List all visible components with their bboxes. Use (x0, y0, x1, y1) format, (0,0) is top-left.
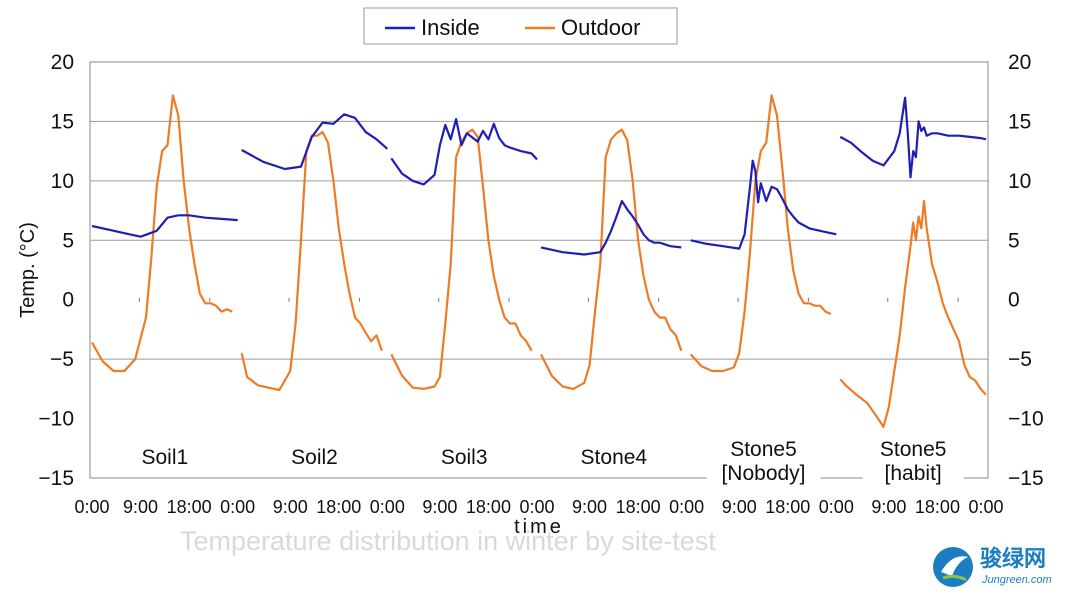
watermark-url: Jungreen.com (981, 574, 1052, 586)
gridlines (90, 120, 988, 360)
legend-box (363, 7, 678, 45)
x-tick-label: 9:00 (572, 497, 607, 517)
inside-series-line-panel-4 (540, 200, 682, 256)
panel-label: Stone4 (581, 446, 648, 469)
y-tick-left: 0 (62, 289, 74, 312)
x-tick-label: 0:00 (220, 497, 255, 517)
panel-label: Soil2 (291, 446, 338, 469)
inside-series-line-panel-1 (91, 214, 238, 238)
panel-label-bg (426, 444, 502, 470)
panel-6: Stone5[habit] (839, 96, 987, 486)
x-tick-label: 9:00 (722, 497, 757, 517)
legend-label-outdoor: Outdoor (561, 15, 641, 40)
outdoor-series-line-panel-6 (839, 200, 987, 428)
panel-label-bg (706, 436, 821, 486)
x-tick-label: 18:00 (915, 497, 960, 517)
x-tick-label: 18:00 (167, 497, 212, 517)
x-tick-label: 0:00 (968, 497, 1003, 517)
y-tick-right: 5 (1008, 229, 1020, 252)
outdoor-series-line-panel-5 (689, 94, 832, 373)
y-tick-right: −15 (1008, 467, 1044, 490)
y-tick-right: 20 (1008, 51, 1031, 74)
y-tick-right: 15 (1008, 110, 1031, 133)
inside-series-line-panel-6 (839, 96, 987, 179)
panel-3: Soil3 (390, 117, 538, 470)
y-axis-left: 20 15 10 5 0 −5 −10 −15 (38, 51, 74, 490)
panel-5: Stone5[Nobody] (689, 94, 837, 486)
figure-caption: Temperature distribution in winter by si… (180, 526, 716, 556)
panel-2: Soil2 (240, 113, 389, 470)
panel-label: [habit] (885, 462, 942, 485)
inside-series-line-panel-2 (241, 113, 389, 171)
panel-label: Soil3 (441, 446, 488, 469)
y-tick-left: −15 (38, 467, 74, 490)
x-tick-label: 9:00 (422, 497, 457, 517)
watermark-name: 骏绿网 (980, 546, 1046, 571)
leaf-logo-stroke (942, 574, 967, 582)
panel-label-bg (862, 436, 964, 486)
y-tick-left: 10 (51, 170, 74, 193)
y-tick-right: −5 (1008, 348, 1032, 371)
outdoor-series-line-panel-3 (390, 128, 533, 390)
inside-series-line-panel-3 (390, 117, 538, 186)
y-axis-title: Temp. (°C) (17, 222, 39, 318)
y-tick-right: −10 (1008, 408, 1044, 431)
x-tick-label: 0:00 (370, 497, 405, 517)
legend: Inside Outdoor (363, 7, 678, 45)
panel-label: [Nobody] (721, 462, 805, 485)
watermark: 骏绿网 Jungreen.com (933, 546, 1052, 587)
y-tick-left: −10 (38, 408, 74, 431)
legend-label-inside: Inside (421, 15, 480, 40)
x-tick-label: 0:00 (669, 497, 704, 517)
y-axis-right: 20 15 10 5 0 −5 −10 −15 (1008, 51, 1044, 490)
y-tick-left: 5 (62, 229, 74, 252)
outdoor-series-line-panel-2 (240, 131, 383, 392)
panel-4: Stone4 (540, 128, 683, 470)
y-tick-left: 15 (51, 110, 74, 133)
panel-1: Soil1 (91, 94, 238, 470)
x-tick-label: 18:00 (316, 497, 361, 517)
y-tick-right: 0 (1008, 289, 1020, 312)
outdoor-series-line-panel-4 (540, 128, 683, 390)
x-tick-label: 0:00 (519, 497, 554, 517)
y-tick-left: 20 (51, 51, 74, 74)
x-tick-label: 18:00 (466, 497, 511, 517)
x-tick-label: 9:00 (123, 497, 158, 517)
x-tick-label: 0:00 (819, 497, 854, 517)
x-tick-label: 0:00 (74, 497, 109, 517)
x-tick-label: 18:00 (765, 497, 810, 517)
panel-label: Stone5 (730, 438, 797, 461)
x-tick-label: 9:00 (273, 497, 308, 517)
panel-label-bg (127, 444, 203, 470)
leaf-logo-shape (941, 556, 968, 576)
x-tick-label: 18:00 (616, 497, 661, 517)
panel-label: Soil1 (141, 446, 188, 469)
panel-label: Stone5 (880, 438, 947, 461)
y-tick-right: 10 (1008, 170, 1031, 193)
plot-area-frame (89, 61, 989, 479)
x-tick-label: 9:00 (871, 497, 906, 517)
panel-label-bg (277, 444, 352, 470)
site-panels: Soil1 Soil2 Soil3 Stone4 Stone5[Nobody]Stone… (91, 94, 987, 486)
x-axis-title: time (514, 516, 564, 538)
inside-series-line-panel-5 (690, 159, 837, 250)
x-axis-ticks: 0:00 9:00 18:00 0:00 9:00 18:00 0:00 9:00 18:00 0… (74, 497, 1003, 517)
panel-label-bg (569, 444, 658, 470)
outdoor-series-line-panel-1 (91, 94, 233, 373)
y-tick-left: −5 (50, 348, 74, 371)
